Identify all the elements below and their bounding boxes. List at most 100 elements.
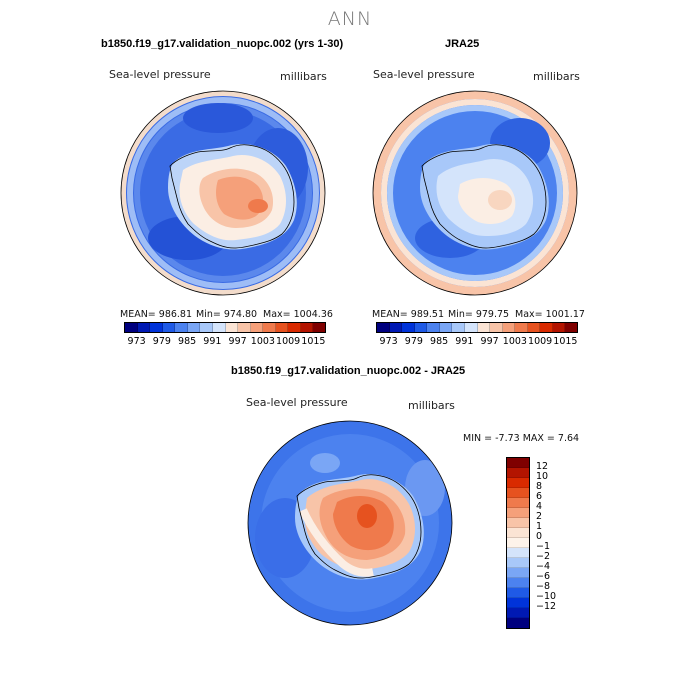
colorbar-tick-label: 991 <box>455 336 474 347</box>
panel-3-variable-label: Sea-level pressure <box>246 396 348 409</box>
panel-3-title: b1850.f19_g17.validation_nuopc.002 - JRA… <box>231 365 466 377</box>
colorbar-tick-label: 979 <box>404 336 423 347</box>
panel-1-mean-stat: MEAN= 986.81 <box>120 309 193 320</box>
colorbar-swatch <box>502 323 516 332</box>
colorbar-tick-label: 979 <box>152 336 171 347</box>
colorbar-tick-label: 985 <box>430 336 449 347</box>
colorbar-swatch <box>507 588 529 598</box>
colorbar-tick-label: 997 <box>480 336 499 347</box>
colorbar-swatch <box>507 598 529 608</box>
colorbar-swatch <box>439 323 453 332</box>
colorbar-swatch <box>263 323 276 332</box>
colorbar-tick-label: −6 <box>536 571 551 582</box>
colorbar-swatch <box>507 478 529 488</box>
colorbar-swatch <box>125 323 138 332</box>
colorbar-swatch <box>527 323 541 332</box>
colorbar-swatch <box>150 323 163 332</box>
colorbar-swatch <box>187 323 201 332</box>
colorbar-swatch <box>507 518 529 528</box>
colorbar-swatch <box>464 323 478 332</box>
colorbar-swatch <box>507 468 529 478</box>
colorbar-swatch <box>515 323 528 332</box>
page-title: ANN <box>327 8 373 30</box>
colorbar-tick-label: −4 <box>536 561 551 572</box>
colorbar-swatch <box>377 323 390 332</box>
colorbar-tick-label: 0 <box>536 531 543 542</box>
panel-3-polar-map <box>247 420 453 626</box>
panel-2-variable-label: Sea-level pressure <box>373 68 475 81</box>
colorbar-swatch <box>389 323 403 332</box>
colorbar-tick-label: 4 <box>536 501 543 512</box>
panel-1-polar-map <box>120 90 326 296</box>
panel-2-units-label: millibars <box>533 70 580 83</box>
colorbar-tick-label: 6 <box>536 491 543 502</box>
colorbar-tick-label: 997 <box>228 336 247 347</box>
panel-1-max-stat: Max= 1004.36 <box>263 309 333 320</box>
colorbar-swatch <box>507 618 529 628</box>
colorbar-tick-label: 1009 <box>276 336 301 347</box>
colorbar-tick-label: −2 <box>536 551 551 562</box>
colorbar-swatch <box>238 323 251 332</box>
colorbar-swatch <box>507 488 529 498</box>
colorbar-tick-label: 991 <box>203 336 222 347</box>
colorbar-swatch <box>275 323 289 332</box>
colorbar-tick-label: 1015 <box>553 336 578 347</box>
colorbar-tick-label: −8 <box>536 581 551 592</box>
colorbar-swatch <box>552 323 566 332</box>
colorbar-swatch <box>507 578 529 588</box>
panel-2-mean-stat: MEAN= 989.51 <box>372 309 445 320</box>
colorbar-swatch <box>402 323 415 332</box>
colorbar-tick-label: 973 <box>379 336 398 347</box>
panel-2-min-stat: Min= 979.75 <box>448 309 510 320</box>
panel-2-colorbar-ticks: 973 979 985 991 997 1003 1009 1015 <box>376 336 578 347</box>
panel-1-title: b1850.f19_g17.validation_nuopc.002 (yrs … <box>101 38 344 50</box>
colorbar-tick-label: −10 <box>536 591 557 602</box>
colorbar-tick-label: 1 <box>536 521 543 532</box>
colorbar-swatch <box>507 458 529 468</box>
colorbar-tick-label: −12 <box>536 601 557 612</box>
colorbar-swatch <box>313 323 325 332</box>
colorbar-swatch <box>507 498 529 508</box>
colorbar-swatch <box>162 323 176 332</box>
panel-1-colorbar <box>124 322 326 333</box>
colorbar-swatch <box>200 323 213 332</box>
colorbar-swatch <box>300 323 314 332</box>
colorbar-swatch <box>137 323 151 332</box>
colorbar-tick-label: 985 <box>178 336 197 347</box>
colorbar-tick-label: −1 <box>536 541 551 552</box>
colorbar-tick-label: 1009 <box>528 336 553 347</box>
colorbar-swatch <box>414 323 428 332</box>
panel-1-units-label: millibars <box>280 70 327 83</box>
panel-1-colorbar-ticks: 973 979 985 991 997 1003 1009 1015 <box>124 336 326 347</box>
colorbar-swatch <box>452 323 465 332</box>
colorbar-swatch <box>427 323 440 332</box>
panel-3-vertical-colorbar <box>506 457 530 629</box>
colorbar-swatch <box>507 558 529 568</box>
panel-3-colorbar-ticks: 12 10 8 6 4 2 1 0 −1 −2 −4 −6 −8 −10 −12 <box>536 462 566 612</box>
colorbar-tick-label: 10 <box>536 471 549 482</box>
panel-2-max-stat: Max= 1001.17 <box>515 309 585 320</box>
colorbar-swatch <box>540 323 553 332</box>
panel-2-polar-map <box>372 90 578 296</box>
colorbar-swatch <box>507 568 529 578</box>
colorbar-tick-label: 2 <box>536 511 543 522</box>
colorbar-swatch <box>507 608 529 618</box>
colorbar-tick-label: 8 <box>536 481 543 492</box>
colorbar-swatch <box>490 323 503 332</box>
panel-2-colorbar <box>376 322 578 333</box>
colorbar-swatch <box>565 323 577 332</box>
colorbar-swatch <box>288 323 301 332</box>
panel-1-variable-label: Sea-level pressure <box>109 68 211 81</box>
colorbar-tick-label: 12 <box>536 461 549 472</box>
panel-1-min-stat: Min= 974.80 <box>196 309 258 320</box>
colorbar-swatch <box>225 323 239 332</box>
colorbar-tick-label: 1015 <box>301 336 326 347</box>
colorbar-tick-label: 973 <box>127 336 146 347</box>
panel-3-units-label: millibars <box>408 399 455 412</box>
colorbar-swatch <box>212 323 226 332</box>
colorbar-swatch <box>175 323 188 332</box>
colorbar-swatch <box>507 538 529 548</box>
colorbar-swatch <box>507 548 529 558</box>
colorbar-swatch <box>250 323 264 332</box>
colorbar-tick-label: 1003 <box>502 336 527 347</box>
